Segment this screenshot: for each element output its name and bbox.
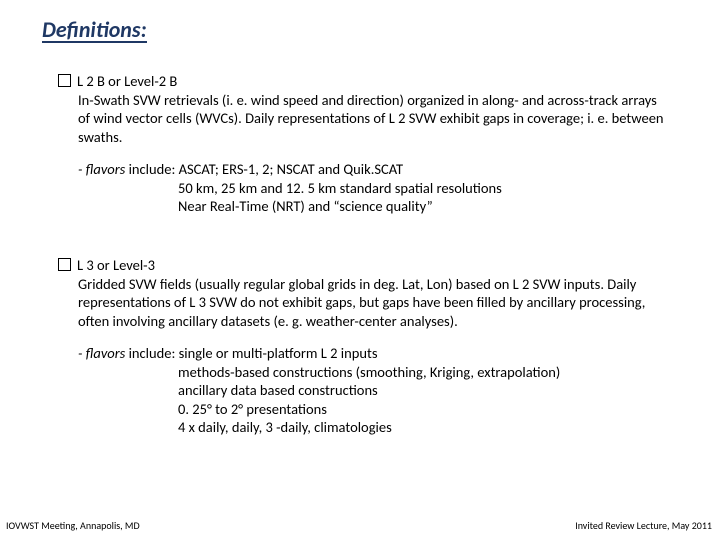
l3-flavors-lead-line: - flavors include: single or multi-platf… (78, 344, 668, 363)
section-l3: L 3 or Level-3 Gridded SVW fields (usual… (58, 256, 668, 437)
l3-heading: L 3 or Level-3 (77, 256, 155, 274)
section-l2b: L 2 B or Level-2 B In-Swath SVW retrieva… (58, 72, 668, 216)
page-title: Definitions: (42, 18, 147, 43)
flavors-lead: - flavors (78, 344, 125, 362)
l3-flavors-line4: 0. 25° to 2° presentations (178, 400, 668, 419)
footer-left: IOVWST Meeting, Annapolis, MD (6, 519, 140, 532)
l2b-flavors: - flavors include: ASCAT; ERS-1, 2; NSCA… (78, 160, 668, 216)
flavors-lead: - flavors (78, 160, 125, 178)
l2b-flavors-lead-line: - flavors include: ASCAT; ERS-1, 2; NSCA… (78, 160, 668, 179)
footer: IOVWST Meeting, Annapolis, MD Invited Re… (6, 519, 712, 532)
checkbox-icon (58, 74, 71, 87)
l2b-heading: L 2 B or Level-2 B (77, 72, 177, 90)
l2b-flavors-line2: 50 km, 25 km and 12. 5 km standard spati… (178, 179, 668, 198)
l3-flavors-line5: 4 x daily, daily, 3 -daily, climatologie… (178, 418, 668, 437)
checkbox-icon (58, 258, 71, 271)
l3-body: Gridded SVW fields (usually regular glob… (78, 275, 668, 331)
l3-heading-line: L 3 or Level-3 (58, 256, 668, 275)
flavors-rest: include: single or multi-platform L 2 in… (125, 344, 377, 362)
l3-flavors-line2: methods-based constructions (smoothing, … (178, 363, 668, 382)
l3-flavors-line3: ancillary data based constructions (178, 381, 668, 400)
flavors-rest: include: ASCAT; ERS-1, 2; NSCAT and Quik… (125, 160, 403, 178)
l2b-body: In-Swath SVW retrievals (i. e. wind spee… (78, 91, 668, 147)
footer-right: Invited Review Lecture, May 2011 (575, 519, 712, 532)
l3-flavors: - flavors include: single or multi-platf… (78, 344, 668, 437)
l2b-flavors-line3: Near Real-Time (NRT) and “science qualit… (178, 197, 668, 216)
l2b-heading-line: L 2 B or Level-2 B (58, 72, 668, 91)
